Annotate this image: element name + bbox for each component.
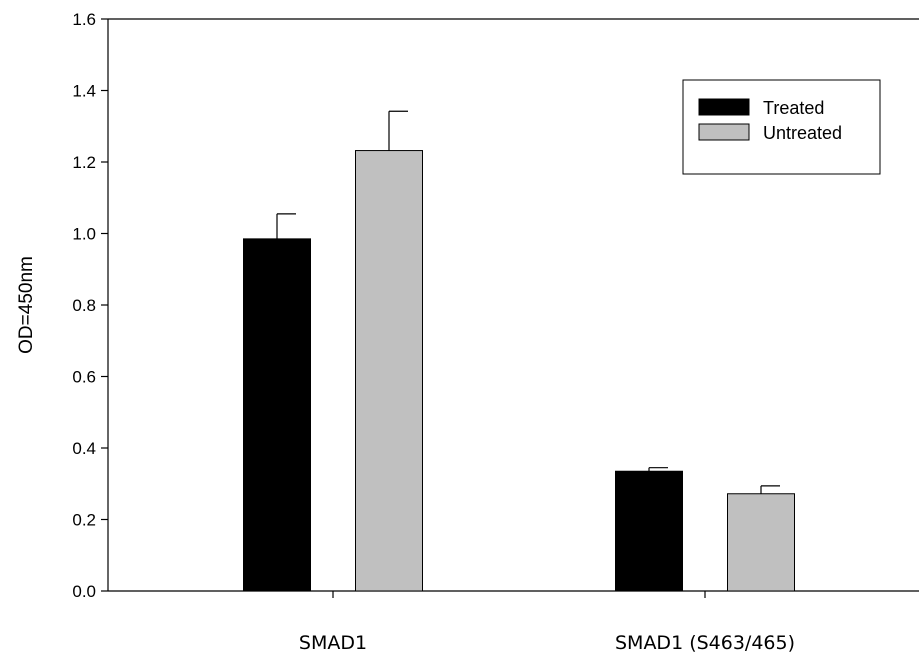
y-tick-label: 0.6 [72,368,96,387]
x-axis: SMAD1 SMAD1 (S463/465) [108,590,919,653]
legend-swatch [698,123,750,141]
error-bar-group [276,110,780,494]
x-category-label: SMAD1 (S463/465) [615,632,795,653]
bar-series-group [243,150,795,592]
legend-label: Treated [763,98,824,118]
legend-label: Untreated [763,123,842,143]
y-axis-title: OD=450nm [16,256,37,354]
y-tick-label: 0.2 [72,511,96,530]
y-tick-label: 0.4 [72,439,96,458]
bar [243,238,311,592]
y-tick-label: 0.0 [72,582,96,601]
y-tick-label: 1.0 [72,225,96,244]
y-tick-label: 1.2 [72,153,96,172]
bar [727,493,795,592]
y-axis: 0.0 0.2 0.4 0.6 0.8 1.0 1.2 1.4 1.6 [72,10,919,601]
y-tick-label: 1.6 [72,10,96,29]
bar [355,150,423,592]
y-tick-label: 0.8 [72,296,96,315]
x-category-label: SMAD1 [299,632,367,653]
bar [615,470,683,592]
legend-swatch [698,98,750,116]
legend: Treated Untreated [682,79,881,175]
y-tick-label: 1.4 [72,82,96,101]
